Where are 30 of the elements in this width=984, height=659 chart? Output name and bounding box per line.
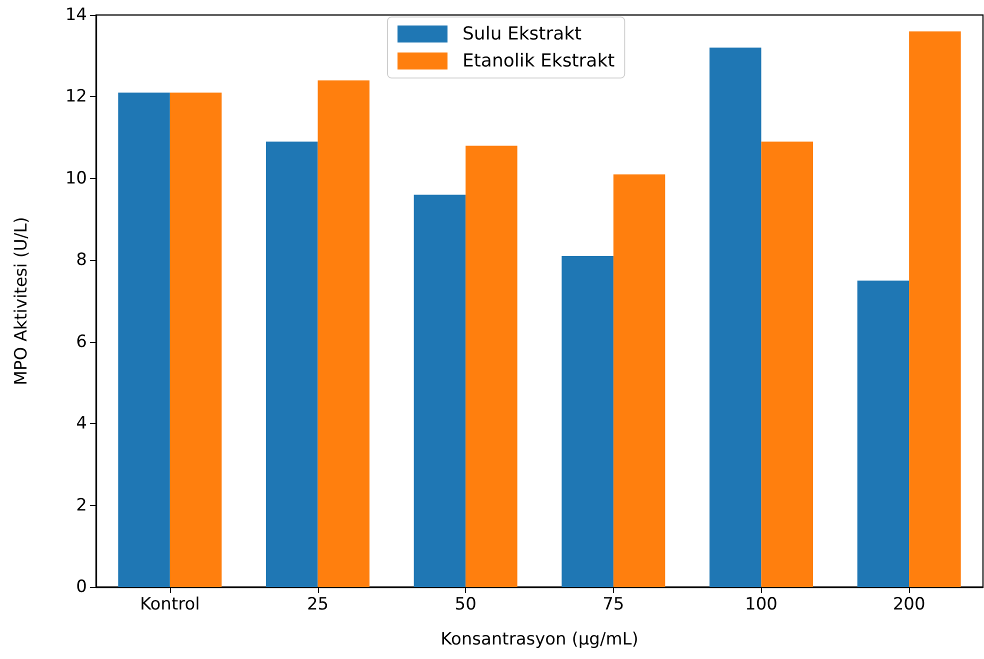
bar bbox=[466, 146, 518, 587]
bar bbox=[613, 174, 666, 587]
bar bbox=[170, 92, 222, 587]
y-tick-label: 0 bbox=[76, 577, 87, 597]
bar bbox=[318, 80, 370, 587]
bar bbox=[761, 142, 813, 587]
x-tick-label: 75 bbox=[602, 594, 624, 614]
y-tick-label: 14 bbox=[65, 5, 87, 25]
bar bbox=[909, 31, 961, 587]
y-tick-label: 10 bbox=[65, 168, 87, 188]
x-tick-label: 100 bbox=[745, 594, 778, 614]
y-tick-label: 2 bbox=[76, 495, 87, 516]
y-tick-label: 4 bbox=[76, 414, 87, 434]
x-tick-label: 25 bbox=[306, 594, 329, 614]
bar bbox=[710, 48, 762, 587]
x-tick-label: Kontrol bbox=[140, 594, 200, 614]
y-tick-label: 8 bbox=[76, 250, 87, 270]
y-axis-title: MPO Aktivitesi (U/L) bbox=[12, 216, 32, 386]
legend-label: Etanolik Ekstrakt bbox=[462, 50, 615, 72]
bar bbox=[118, 92, 170, 587]
bar bbox=[414, 194, 466, 587]
x-tick-label: 50 bbox=[454, 594, 476, 614]
x-tick-label: 200 bbox=[892, 594, 926, 614]
bar bbox=[857, 280, 910, 587]
x-axis-title: Konsantrasyon (μg/mL) bbox=[440, 630, 638, 650]
y-tick-label: 6 bbox=[76, 332, 87, 352]
bar bbox=[266, 142, 318, 587]
y-tick-label: 12 bbox=[65, 86, 87, 107]
legend-label: Sulu Ekstrakt bbox=[462, 24, 582, 44]
bar bbox=[562, 256, 614, 587]
